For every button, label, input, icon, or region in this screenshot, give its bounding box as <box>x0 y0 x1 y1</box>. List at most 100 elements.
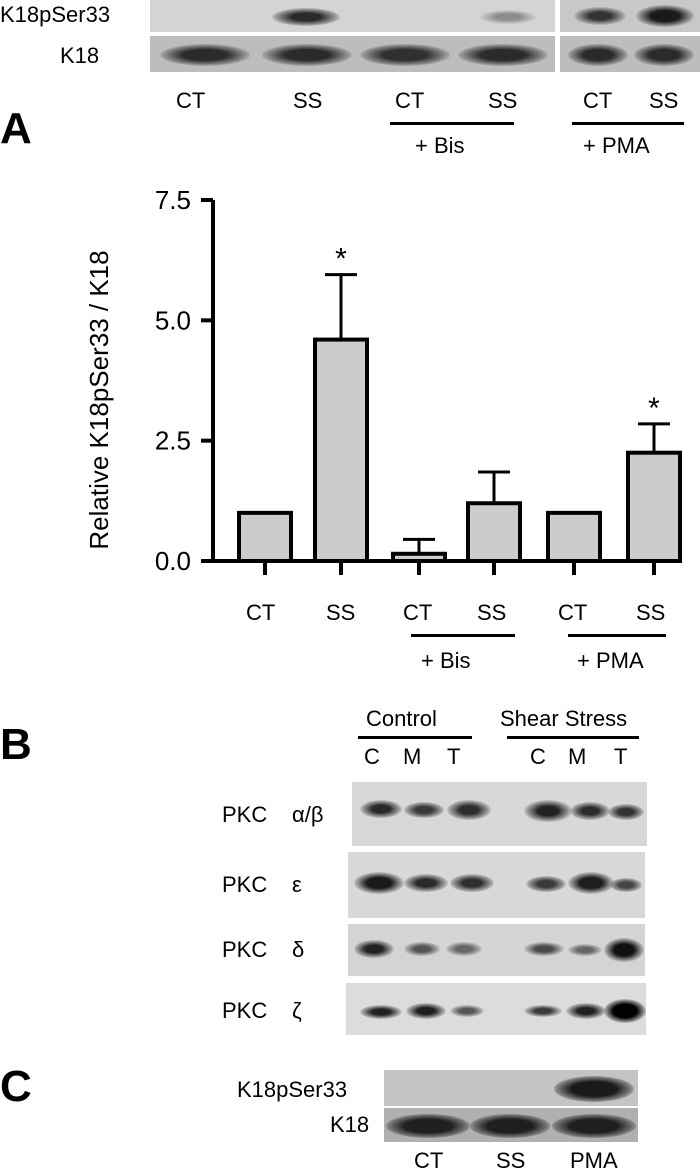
blot-band <box>360 1005 402 1019</box>
panel-b-fraction-label: C <box>364 744 380 769</box>
chart-ytick-label: 0.0 <box>155 546 191 576</box>
panel-c-lane-label: PMA <box>570 1148 618 1173</box>
top-lane-label: SS <box>488 88 518 113</box>
blot-band <box>636 5 694 27</box>
chart-bar <box>237 510 293 564</box>
panel-c-letter: C <box>0 1062 32 1111</box>
blot-band <box>524 942 564 956</box>
blot-band <box>446 942 482 956</box>
blot-band <box>354 940 394 958</box>
panel-c-lane-label: CT <box>414 1148 444 1173</box>
blot-band <box>568 872 614 894</box>
pkc-e-blot <box>348 852 645 918</box>
pkc-row-isoform: ζ <box>292 998 302 1023</box>
blot-band <box>360 800 402 818</box>
blot-band <box>360 44 450 66</box>
pkc-row-prefix: PKC <box>222 998 268 1023</box>
pkc-row-prefix: PKC <box>222 872 268 897</box>
panel-b-control-label: Control <box>366 706 437 731</box>
chart-ylabel: Relative K18pSer33 / K18 <box>84 250 114 549</box>
chart-bar <box>391 551 447 563</box>
chart-pma-bracket <box>568 634 666 637</box>
panel-a-chart: Relative K18pSer33 / K18 0.0 2.5 5.0 7.5 * * <box>84 185 682 576</box>
blot-band <box>450 1005 484 1017</box>
blot-band <box>160 44 250 66</box>
panel-b-shear-label: Shear Stress <box>500 706 628 731</box>
blot-band <box>570 802 610 820</box>
chart-bar <box>466 501 522 563</box>
panel-b-fraction-label: C <box>530 744 546 769</box>
top-pma-label: + PMA <box>583 133 650 158</box>
chart-ytick-label: 2.5 <box>155 426 191 456</box>
blot-band <box>634 44 694 66</box>
chart-xtick-label: CT <box>558 600 588 625</box>
chart-significance-marker: * <box>335 243 347 276</box>
pkc-row-isoform: δ <box>292 937 305 962</box>
chart-xtick-label: SS <box>326 600 356 625</box>
top-bis-bracket <box>390 122 514 125</box>
panel-b-fraction-label: M <box>568 744 587 769</box>
blot-band <box>272 8 340 26</box>
blot-band <box>404 802 444 818</box>
panel-c-lane-label: SS <box>496 1148 526 1173</box>
chart-bis-bracket <box>411 634 515 637</box>
blot-band <box>458 44 548 66</box>
pkc-row-prefix: PKC <box>222 937 268 962</box>
blot-band <box>524 1005 562 1017</box>
top-lane-label: CT <box>583 88 613 113</box>
blot-band <box>526 876 566 892</box>
panel-b-shear-bracket <box>507 736 639 739</box>
blot-band <box>604 999 646 1023</box>
top-blot-strip-row1 <box>150 0 555 32</box>
chart-xtick-label: CT <box>403 600 433 625</box>
blot-band <box>568 944 602 956</box>
blot-band <box>608 804 644 820</box>
blot-band <box>470 1114 550 1138</box>
chart-ytick-label: 5.0 <box>155 305 191 335</box>
top-blot-row1-label: K18pSer33 <box>0 2 111 27</box>
chart-xtick-label: SS <box>477 600 507 625</box>
blot-band <box>604 938 644 962</box>
chart-xtick-label: SS <box>636 600 666 625</box>
panel-a-letter: A <box>0 104 32 153</box>
chart-ytick-label: 7.5 <box>155 185 191 215</box>
panel-c-row1-label: K18pSer33 <box>237 1077 348 1102</box>
top-bis-label: + Bis <box>415 133 465 158</box>
top-blot-strip-row1-pma <box>560 0 700 32</box>
chart-pma-label: + PMA <box>577 648 644 673</box>
top-lane-label: CT <box>395 88 425 113</box>
pkc-row-isoform: ε <box>292 872 302 897</box>
blot-band <box>574 7 626 25</box>
pkc-ab-blot <box>352 782 647 846</box>
top-blot-strip-row2-pma <box>560 36 700 72</box>
panel-c-blot-row1 <box>384 1070 638 1106</box>
pkc-z-blot <box>346 983 646 1035</box>
pkc-d-blot <box>348 924 645 976</box>
chart-significance-marker: * <box>648 392 660 425</box>
blot-band <box>354 872 404 894</box>
blot-band <box>610 878 642 892</box>
chart-bar <box>313 337 369 563</box>
blot-band <box>404 942 440 956</box>
top-lane-label: CT <box>176 88 206 113</box>
blot-band <box>554 1076 634 1102</box>
blot-band <box>566 1003 606 1019</box>
blot-band <box>447 800 491 820</box>
chart-bar <box>546 510 602 564</box>
panel-c-blot-row2 <box>384 1108 638 1142</box>
blot-band <box>480 10 536 24</box>
panel-c-row2-label: K18 <box>330 1112 370 1137</box>
blot-band <box>262 44 352 66</box>
chart-bar <box>626 450 682 564</box>
chart-xtick-label: CT <box>246 600 276 625</box>
panel-b-letter: B <box>0 720 32 769</box>
blot-band <box>552 1114 636 1138</box>
blot-band <box>450 874 494 892</box>
panel-b-control-bracket <box>358 736 472 739</box>
panel-b-fraction-label: T <box>614 744 628 769</box>
chart-bis-label: + Bis <box>421 648 471 673</box>
top-pma-bracket <box>572 122 684 125</box>
pkc-row-prefix: PKC <box>222 802 268 827</box>
blot-band <box>524 800 572 822</box>
top-blot-row2-label: K18 <box>60 43 100 68</box>
